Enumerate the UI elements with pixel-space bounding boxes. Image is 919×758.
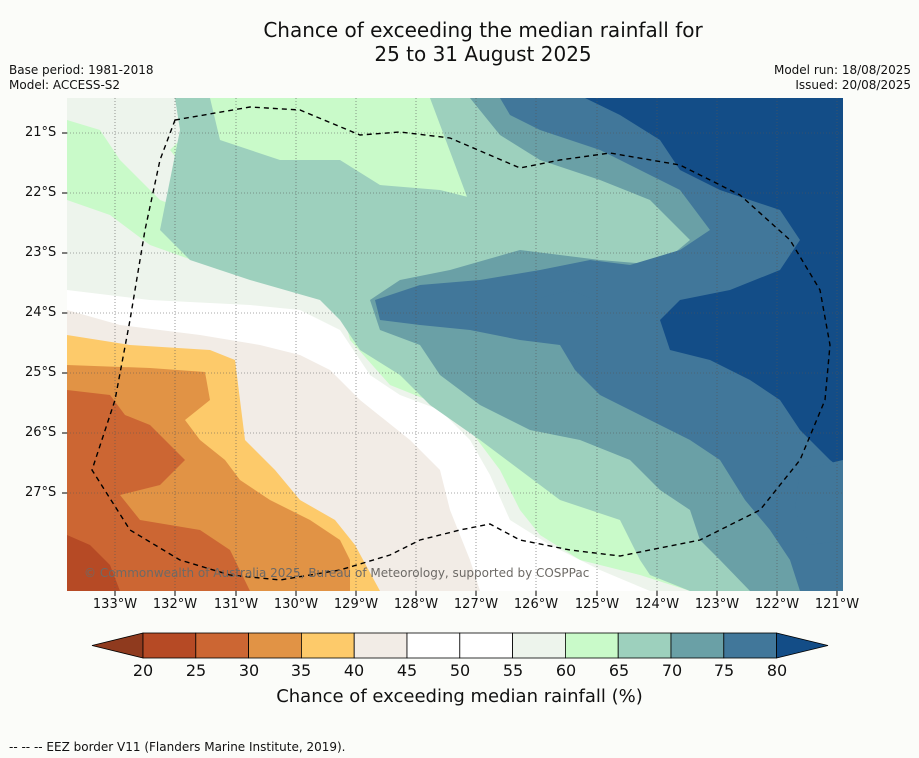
contour-25-30 xyxy=(67,390,250,591)
contour-20-25 xyxy=(67,535,120,591)
contour-east-75 xyxy=(795,460,843,545)
colorbar-extend-low xyxy=(91,632,144,659)
colorbar xyxy=(91,632,829,659)
colorbar-tick-label: 55 xyxy=(502,661,524,680)
colorbar-tick-label: 70 xyxy=(661,661,683,680)
colorbar-swatch xyxy=(670,632,725,659)
lon-label: 126°W xyxy=(513,597,559,612)
colorbar-tick-label: 35 xyxy=(290,661,312,680)
lat-label: 23°S xyxy=(25,245,57,260)
eez-border xyxy=(91,106,831,581)
title-line-2: 25 to 31 August 2025 xyxy=(374,42,592,66)
gridlines xyxy=(67,98,843,591)
copyright-notice: © Commonwealth of Australia 2025, Bureau… xyxy=(84,566,590,580)
colorbar-tick-label: 60 xyxy=(555,661,577,680)
contour-80-plus xyxy=(585,98,843,470)
colorbar-tick-label: 30 xyxy=(238,661,260,680)
colorbar-swatch xyxy=(248,632,302,659)
colorbar-tick-label: 25 xyxy=(185,661,207,680)
meta-left: Base period: 1981-2018 Model: ACCESS-S2 xyxy=(9,63,154,93)
lon-label: 132°W xyxy=(152,597,198,612)
colorbar-swatch xyxy=(723,632,777,659)
lon-label: 131°W xyxy=(213,597,259,612)
lon-label: 130°W xyxy=(273,597,319,612)
colorbar-swatch xyxy=(512,632,566,659)
lon-label: 133°W xyxy=(92,597,138,612)
axis-ticks xyxy=(62,132,838,596)
colorbar-extend-high xyxy=(776,632,829,659)
contour-75-80 xyxy=(375,98,843,591)
colorbar-tick-label: 45 xyxy=(396,661,418,680)
colorbar-swatch xyxy=(617,632,672,659)
colorbar-swatch xyxy=(300,632,355,659)
colorbar-swatch xyxy=(565,632,619,659)
lat-label: 25°S xyxy=(25,365,57,380)
colorbar-swatch xyxy=(353,632,408,659)
lon-label: 129°W xyxy=(333,597,379,612)
lon-label: 125°W xyxy=(574,597,620,612)
lat-label: 21°S xyxy=(25,125,57,140)
colorbar-swatch xyxy=(195,632,250,659)
lat-label: 24°S xyxy=(25,305,57,320)
lon-label: 127°W xyxy=(453,597,499,612)
issued-date: Issued: 20/08/2025 xyxy=(795,78,911,92)
colorbar-tick-label: 80 xyxy=(766,661,788,680)
lon-label: 121°W xyxy=(814,597,860,612)
colorbar-label: Chance of exceeding median rainfall (%) xyxy=(276,686,643,707)
title-line-1: Chance of exceeding the median rainfall … xyxy=(263,18,703,42)
rainfall-contours xyxy=(67,98,843,591)
lon-label: 123°W xyxy=(694,597,740,612)
map-title: Chance of exceeding the median rainfall … xyxy=(0,18,919,66)
lat-label: 26°S xyxy=(25,425,57,440)
colorbar-tick-label: 75 xyxy=(713,661,735,680)
meta-right: Model run: 18/08/2025 Issued: 20/08/2025 xyxy=(774,63,911,93)
lat-label: 27°S xyxy=(25,485,57,500)
model-run: Model run: 18/08/2025 xyxy=(773,63,911,77)
colorbar-swatch xyxy=(406,632,461,659)
colorbar-tick-label: 40 xyxy=(343,661,365,680)
colorbar-swatch xyxy=(142,632,197,659)
colorbar-swatch xyxy=(459,632,513,659)
base-period: Base period: 1981-2018 xyxy=(9,63,154,77)
colorbar-tick-label: 50 xyxy=(449,661,471,680)
lat-label: 22°S xyxy=(25,185,57,200)
colorbar-tick-label: 20 xyxy=(132,661,154,680)
lon-label: 128°W xyxy=(393,597,439,612)
lon-label: 122°W xyxy=(754,597,800,612)
colorbar-tick-label: 65 xyxy=(608,661,630,680)
model-name: Model: ACCESS-S2 xyxy=(9,78,121,92)
contour-island-75 xyxy=(540,290,595,318)
eez-footer-note: -- -- -- EEZ border V11 (Flanders Marine… xyxy=(9,740,346,754)
lon-label: 124°W xyxy=(634,597,680,612)
